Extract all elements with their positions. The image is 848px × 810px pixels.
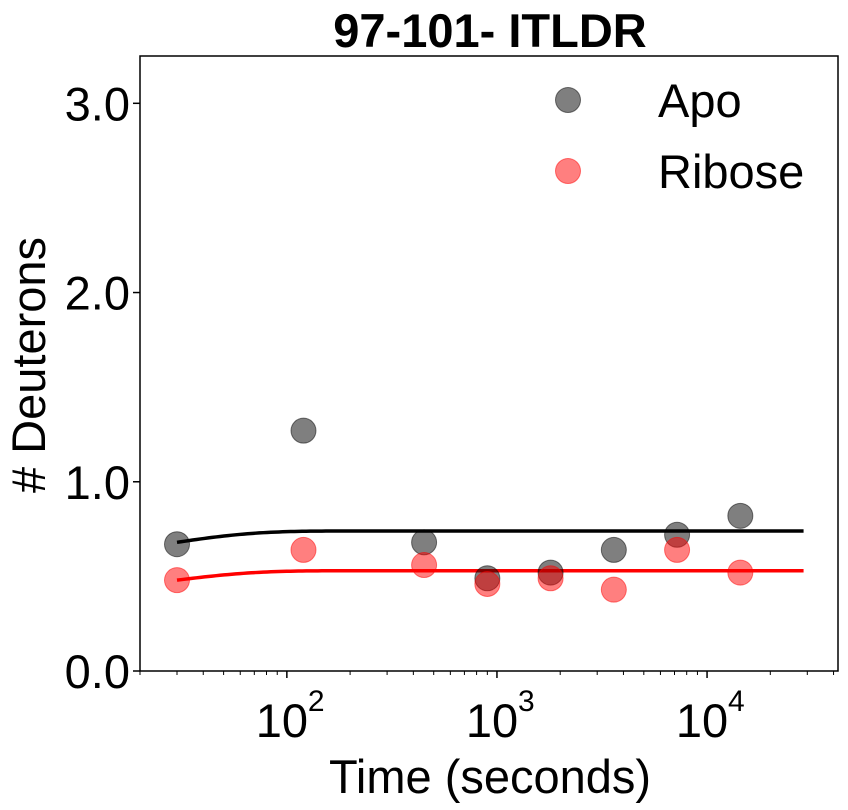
y-tick-label: 2.0 (65, 267, 130, 320)
data-point-apo (164, 531, 190, 558)
legend: Apo Ribose (555, 74, 804, 198)
y-tick-label: 0.0 (65, 645, 130, 698)
chart-title: 97-101- ITLDR (333, 4, 646, 57)
legend-label-ribose: Ribose (658, 145, 804, 198)
legend-label-apo: Apo (658, 74, 742, 127)
y-axis: 0.0 1.0 2.0 3.0 (65, 77, 140, 698)
x-tick-exponent: 3 (518, 685, 535, 718)
x-axis-label: Time (seconds) (329, 750, 651, 803)
data-point-apo (290, 417, 317, 444)
legend-marker-apo (555, 87, 581, 113)
data-point-ribose (290, 536, 317, 563)
y-axis-label: # Deuterons (2, 237, 55, 493)
data-point-apo (600, 536, 627, 563)
data-point-apo (727, 502, 754, 529)
data-point-ribose (164, 567, 190, 594)
x-tick-label: 10 (466, 694, 518, 747)
data-point-ribose (411, 552, 438, 579)
data-point-ribose (537, 565, 564, 592)
data-point-apo (411, 529, 438, 556)
y-tick-label: 1.0 (65, 456, 130, 509)
x-axis: 10 2 10 3 10 4 (139, 671, 835, 747)
x-tick-exponent: 2 (308, 685, 325, 718)
plot-marks (164, 417, 804, 603)
data-point-ribose (474, 570, 501, 597)
data-point-ribose (600, 576, 627, 603)
x-tick-label: 10 (256, 694, 308, 747)
fit-curve-apo (176, 529, 804, 545)
data-point-ribose (727, 559, 754, 586)
legend-marker-ribose (555, 158, 581, 184)
x-tick-label: 10 (676, 694, 728, 747)
x-tick-exponent: 4 (728, 685, 745, 718)
y-tick-label: 3.0 (65, 77, 130, 130)
plot-frame (139, 55, 839, 672)
data-point-ribose (664, 536, 691, 563)
